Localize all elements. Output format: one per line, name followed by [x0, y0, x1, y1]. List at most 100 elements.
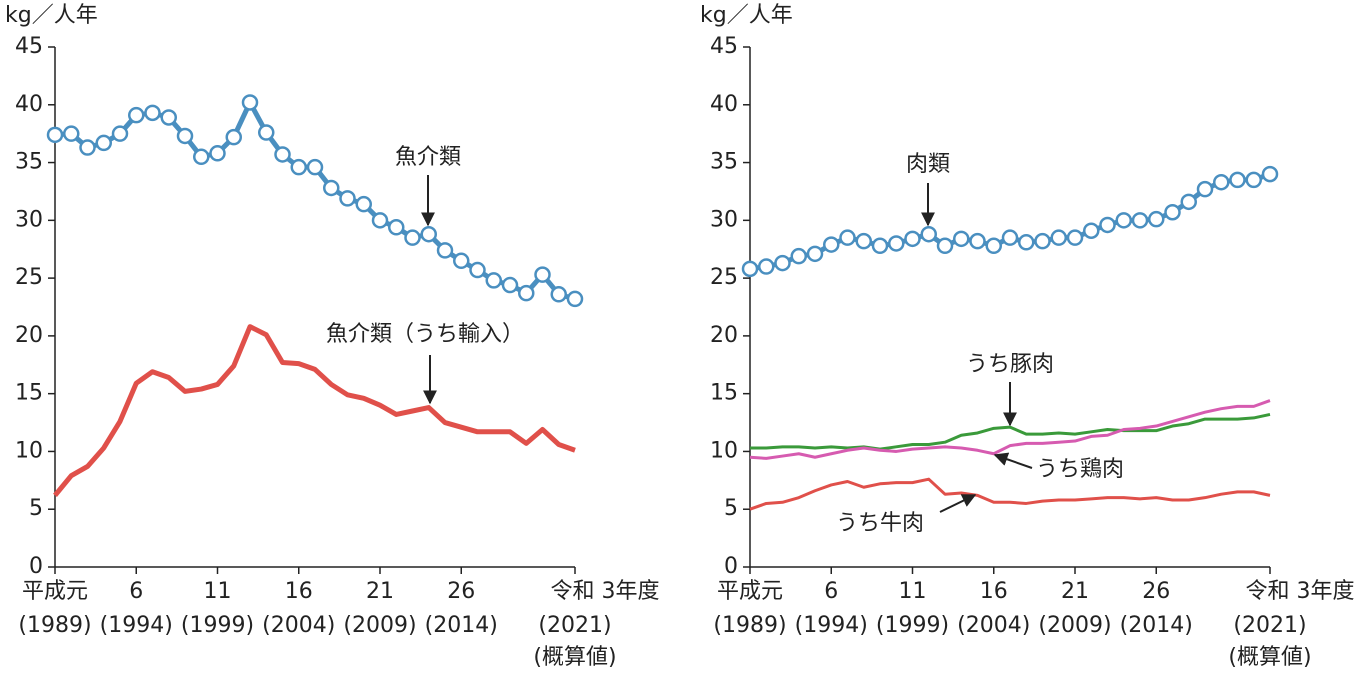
x-tick-label: 21: [366, 579, 394, 604]
marker: [63, 125, 80, 142]
marker: [1083, 222, 1100, 239]
marker: [339, 190, 356, 207]
marker: [1034, 232, 1051, 250]
marker: [1213, 173, 1230, 191]
y-tick-label: 40: [710, 92, 738, 117]
x-tick-year: (2014): [1120, 613, 1193, 638]
marker: [969, 232, 986, 250]
marker: [1261, 165, 1279, 183]
annotation-arrow: [993, 452, 1033, 469]
x-tick-year: (2021): [1233, 613, 1306, 638]
marker: [1018, 234, 1035, 251]
marker: [420, 225, 437, 243]
y-tick-label: 35: [710, 150, 738, 175]
marker: [534, 266, 551, 283]
x-tick-label: 令和 3年度: [1246, 579, 1355, 604]
y-tick-label: 10: [710, 438, 738, 463]
x-tick-note: (概算値): [533, 645, 616, 670]
marker: [274, 146, 291, 163]
y-tick-label: 0: [724, 554, 738, 579]
marker: [1245, 171, 1262, 189]
x-tick-label: 16: [285, 579, 313, 604]
y-tick-label: 5: [29, 496, 43, 521]
marker: [388, 219, 405, 236]
x-tick-year: (1999): [181, 613, 254, 638]
series-label: 魚介類（うち輸入）: [326, 322, 524, 347]
marker: [806, 245, 824, 263]
series-label: 魚介類: [395, 145, 461, 170]
marker: [518, 284, 535, 302]
marker: [839, 229, 856, 246]
series-label: うち豚肉: [966, 352, 1054, 377]
marker: [1148, 210, 1165, 228]
y-axis-label: kg／人年: [5, 3, 98, 28]
y-axis-label: kg／人年: [700, 3, 793, 28]
marker: [1229, 171, 1246, 189]
marker: [258, 124, 275, 141]
marker: [144, 104, 161, 122]
marker: [290, 158, 307, 176]
x-tick-label: 平成元: [717, 579, 783, 604]
marker: [355, 195, 372, 213]
marker: [823, 236, 840, 253]
y-tick-label: 15: [710, 381, 738, 406]
series-label: 肉類: [906, 152, 950, 177]
series-line: [749, 171, 1271, 272]
marker: [1050, 229, 1067, 246]
series-label: うち牛肉: [836, 511, 924, 536]
series-line: [53, 324, 576, 497]
marker: [790, 247, 807, 265]
y-tick-label: 40: [15, 92, 43, 117]
series-line: [749, 477, 1271, 511]
marker: [128, 106, 145, 124]
series-line: [54, 99, 576, 302]
marker: [46, 126, 64, 144]
x-tick-note: (概算値): [1228, 645, 1311, 670]
x-tick-label: 26: [447, 579, 475, 604]
marker: [404, 229, 421, 246]
x-tick-year: (1989): [18, 613, 91, 638]
y-tick-label: 45: [710, 34, 738, 59]
x-tick-year: (2009): [343, 613, 416, 638]
x-tick-label: 16: [980, 579, 1008, 604]
x-tick-year: (1999): [876, 613, 949, 638]
x-tick-label: 26: [1142, 579, 1170, 604]
x-tick-label: 平成元: [22, 579, 88, 604]
marker: [95, 134, 112, 152]
marker: [871, 237, 889, 255]
marker: [920, 225, 937, 243]
y-tick-label: 10: [15, 438, 43, 463]
marker: [566, 290, 584, 308]
marker: [550, 286, 567, 303]
marker: [241, 94, 259, 111]
x-tick-year: (2009): [1038, 613, 1111, 638]
marker: [160, 109, 177, 126]
marker: [1115, 212, 1132, 229]
x-tick-year: (1989): [713, 613, 786, 638]
marker: [758, 258, 775, 275]
x-tick-label: 6: [824, 579, 838, 604]
y-tick-label: 45: [15, 34, 43, 59]
marker: [1099, 216, 1116, 234]
series-line: [750, 412, 1271, 451]
marker: [485, 272, 502, 289]
marker: [501, 276, 519, 294]
x-tick-label: 11: [204, 579, 232, 604]
marker: [469, 261, 486, 279]
marker: [741, 260, 759, 278]
y-tick-label: 30: [710, 207, 738, 232]
series-line: [749, 399, 1271, 460]
marker: [436, 242, 454, 259]
marker: [774, 254, 791, 272]
marker: [176, 127, 194, 145]
marker: [888, 235, 905, 252]
x-tick-label: 11: [899, 579, 927, 604]
x-tick-year: (2014): [425, 613, 498, 638]
marker: [1196, 180, 1214, 198]
x-tick-year: (2004): [957, 613, 1030, 638]
marker: [936, 237, 954, 255]
y-tick-label: 15: [15, 381, 43, 406]
annotation-arrow: [939, 494, 977, 513]
y-tick-label: 20: [15, 323, 43, 348]
marker: [453, 252, 470, 270]
